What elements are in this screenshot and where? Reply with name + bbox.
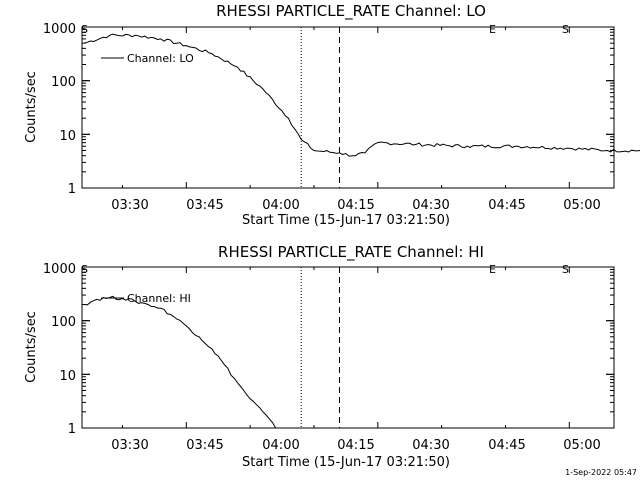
event-marker-lines bbox=[300, 267, 341, 428]
data-series bbox=[84, 295, 277, 429]
plot-frame bbox=[81, 26, 615, 189]
x-tick-label: 03:30 bbox=[111, 438, 148, 453]
footer-timestamp: 1-Sep-2022 05:47 bbox=[565, 468, 637, 477]
y-tick-label: 100 bbox=[51, 75, 76, 90]
x-tick-label: 04:30 bbox=[412, 438, 449, 453]
x-tick-label: 04:30 bbox=[412, 198, 449, 213]
series-line bbox=[84, 33, 640, 157]
x-tick-label: 04:45 bbox=[488, 198, 525, 213]
chart-title: RHESSI PARTICLE_RATE Channel: HI bbox=[218, 243, 484, 262]
series-line bbox=[84, 295, 277, 429]
x-tick-label: 03:45 bbox=[186, 438, 223, 453]
x-tick-label: 03:30 bbox=[111, 198, 148, 213]
y-tick-label: 1 bbox=[68, 422, 76, 437]
panel-lo: RHESSI PARTICLE_RATE Channel: LO Counts/… bbox=[24, 2, 640, 228]
event-marker-label: S bbox=[562, 263, 569, 276]
y-tick-label: 10 bbox=[59, 129, 76, 144]
legend-label: Channel: LO bbox=[127, 52, 194, 65]
legend-label: Channel: HI bbox=[127, 292, 191, 305]
event-marker-label: E bbox=[489, 23, 496, 36]
axis-ticks bbox=[82, 26, 614, 189]
x-axis-label: Start Time (15-Jun-17 03:21:50) bbox=[242, 455, 450, 470]
chart-title: RHESSI PARTICLE_RATE Channel: LO bbox=[216, 2, 486, 21]
y-axis-label: Counts/sec bbox=[24, 71, 39, 143]
x-tick-label: 05:00 bbox=[563, 438, 600, 453]
x-tick-label: 04:45 bbox=[488, 438, 525, 453]
x-tick-label: 04:15 bbox=[337, 198, 374, 213]
event-marker-label: E bbox=[489, 263, 496, 276]
y-tick-label: 1000 bbox=[43, 22, 76, 37]
y-axis-label: Counts/sec bbox=[24, 311, 39, 383]
plot-frame bbox=[81, 266, 615, 429]
x-tick-label: 05:00 bbox=[563, 198, 600, 213]
axis-ticks bbox=[82, 266, 614, 429]
x-tick-label: 03:45 bbox=[186, 198, 223, 213]
x-tick-label: 04:00 bbox=[262, 198, 299, 213]
x-axis-label: Start Time (15-Jun-17 03:21:50) bbox=[242, 213, 450, 228]
x-tick-label: 04:15 bbox=[337, 438, 374, 453]
y-tick-label: 1 bbox=[68, 182, 76, 197]
y-tick-label: 10 bbox=[59, 369, 76, 384]
event-marker-lines bbox=[300, 27, 341, 188]
event-marker-label: S bbox=[562, 23, 569, 36]
y-tick-label: 1000 bbox=[43, 262, 76, 277]
x-tick-label: 04:00 bbox=[262, 438, 299, 453]
data-series bbox=[84, 33, 640, 157]
panel-hi: RHESSI PARTICLE_RATE Channel: HI Counts/… bbox=[24, 243, 615, 470]
y-tick-label: 100 bbox=[51, 315, 76, 330]
